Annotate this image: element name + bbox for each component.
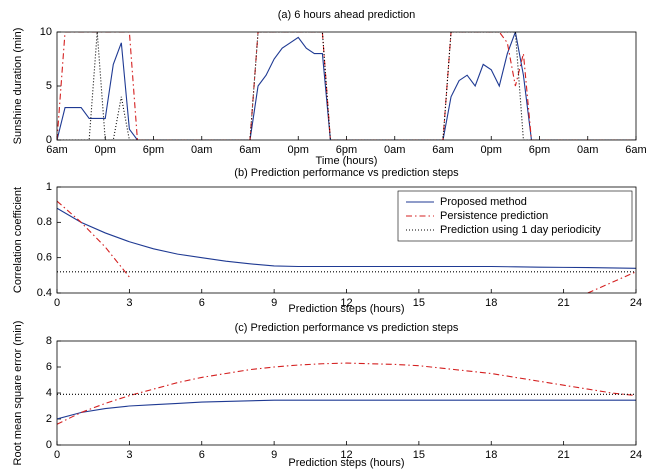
x-tick-label: 0am (577, 144, 598, 156)
x-tick-label: 18 (485, 297, 497, 309)
series-line (57, 200, 636, 293)
x-tick-label: 6 (199, 449, 205, 461)
x-tick-label: 9 (271, 297, 277, 309)
x-tick-label: 12 (340, 449, 352, 461)
series-line (57, 207, 636, 269)
x-tick-label: 21 (558, 297, 570, 309)
x-tick-label: 0 (54, 297, 60, 309)
y-tick-label: 1 (46, 181, 52, 193)
y-tick-label: 5 (46, 80, 52, 92)
x-tick-label: 6am (239, 144, 260, 156)
x-tick-label: 6am (432, 144, 453, 156)
x-tick-label: 24 (630, 297, 642, 309)
x-tick-label: 0pm (288, 144, 309, 156)
x-tick-label: 6am (625, 144, 646, 156)
x-tick-label: 18 (485, 449, 497, 461)
axes-frame (56, 186, 637, 294)
x-tick-label: 21 (558, 449, 570, 461)
legend-label: Proposed method (440, 196, 527, 208)
y-tick-label: 6 (46, 361, 52, 373)
legend-box (397, 190, 633, 242)
y-tick-label: 2 (46, 413, 52, 425)
y-tick-label: 0.6 (37, 252, 52, 264)
chart-title: (c) Prediction performance vs prediction… (235, 322, 459, 334)
x-axis-label: Time (hours) (316, 155, 378, 167)
x-tick-label: 6pm (143, 144, 164, 156)
y-tick-label: 0 (46, 439, 52, 451)
x-tick-label: 15 (413, 449, 425, 461)
x-tick-label: 0am (191, 144, 212, 156)
y-tick-label: 0.4 (37, 287, 52, 299)
series-line (57, 399, 636, 420)
x-tick-label: 12 (340, 297, 352, 309)
legend-label: Prediction using 1 day periodicity (440, 224, 601, 236)
y-axis-label: Root mean square error (min) (12, 321, 24, 466)
y-tick-label: 10 (40, 26, 52, 38)
series-line (57, 32, 636, 140)
x-axis-label: Prediction steps (hours) (288, 303, 404, 315)
x-tick-label: 24 (630, 449, 642, 461)
x-axis-label: Prediction steps (hours) (288, 457, 404, 469)
x-tick-label: 6pm (529, 144, 550, 156)
y-axis-label: Correlation coefficient (12, 187, 24, 293)
x-tick-label: 3 (126, 297, 132, 309)
x-tick-label: 9 (271, 449, 277, 461)
x-tick-label: 0am (384, 144, 405, 156)
chart-title: (b) Prediction performance vs prediction… (234, 167, 459, 179)
x-tick-label: 15 (413, 297, 425, 309)
y-axis-label: Sunshine duration (min) (12, 28, 24, 145)
y-tick-label: 0.8 (37, 216, 52, 228)
x-tick-label: 0 (54, 449, 60, 461)
y-tick-label: 8 (46, 335, 52, 347)
x-tick-label: 3 (126, 449, 132, 461)
series-line (57, 362, 636, 425)
y-tick-label: 4 (46, 387, 52, 399)
chart-title: (a) 6 hours ahead prediction (278, 9, 416, 21)
x-tick-label: 6pm (336, 144, 357, 156)
x-tick-label: 6 (199, 297, 205, 309)
x-tick-label: 0pm (481, 144, 502, 156)
axes-frame (56, 31, 637, 141)
axes-frame (56, 340, 637, 446)
x-tick-label: 0pm (95, 144, 116, 156)
y-tick-label: 0 (46, 134, 52, 146)
x-tick-label: 6am (46, 144, 67, 156)
legend-label: Persistence prediction (440, 210, 548, 222)
series-line (57, 32, 636, 140)
series-line (57, 32, 636, 140)
